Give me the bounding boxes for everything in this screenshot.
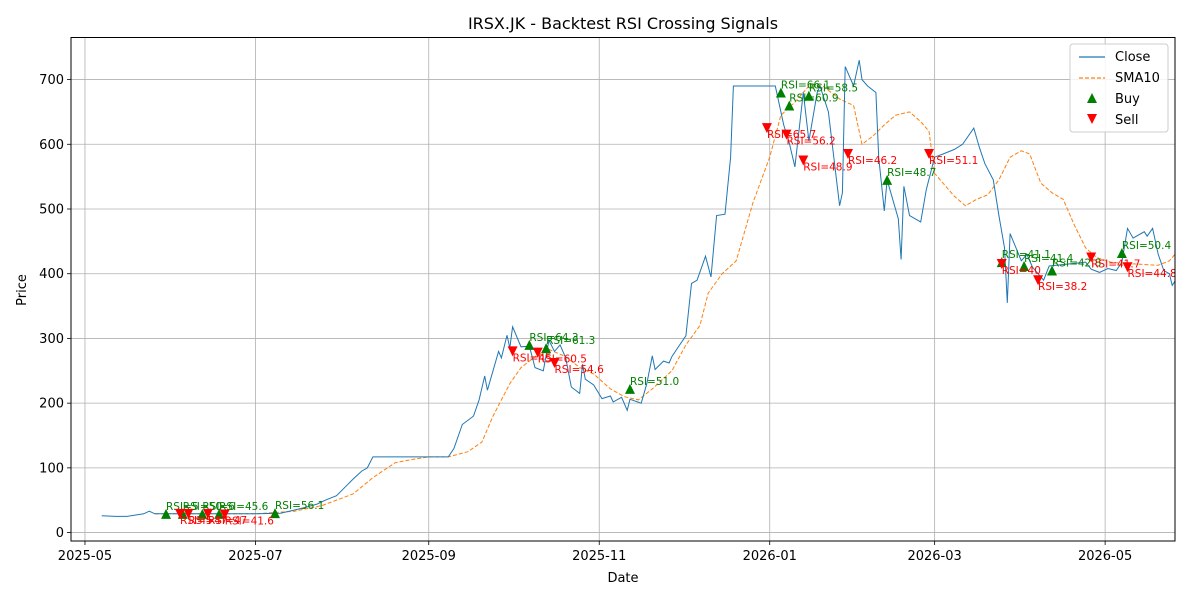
sell-signal-label: RSI=56.2 [787,136,836,148]
sell-signal-label: RSI=46.2 [848,155,897,167]
legend-sell-marker [1087,114,1097,124]
close-price-line [101,60,1175,517]
x-tick-label: 2025-07 [228,549,282,564]
buy-signal-marker [803,90,814,101]
sell-signal-label: RSI=51.1 [929,155,978,167]
sell-signal-marker [996,259,1007,270]
sell-signal-marker [842,148,853,159]
legend: Close SMA10 Buy Sell [1069,43,1169,133]
x-tick-label: 2025-09 [402,549,456,564]
sell-signal-label: RSI=65.7 [767,129,816,141]
buy-signal-label: RSI=45.6 [219,501,269,513]
sell-signal-marker [219,509,230,520]
y-tick-label: 100 [39,461,64,476]
sell-signal-label: RSI=47 [188,515,227,527]
sell-signal-marker [1122,262,1133,273]
y-tick-label: 700 [39,73,64,88]
y-tick-label: 400 [39,267,64,282]
sell-signal-label: RSI=41.6 [225,515,275,527]
sell-signal-label: RSI=60.5 [538,354,587,366]
x-axis-ticks: 2025-05 2025-07 2025-09 2025-11 2026-01 2026-… [58,541,1132,564]
buy-signal-marker [197,508,208,519]
buy-signal-marker [270,508,281,519]
y-tick-label: 500 [39,203,64,218]
chart-title: IRSX.JK - Backtest RSI Crossing Signals [468,14,778,33]
buy-signal-label: RSI=41.4 [1024,253,1074,265]
x-tick-label: 2026-05 [1078,549,1132,564]
buy-signal-marker [524,339,535,350]
y-tick-label: 600 [39,138,64,153]
buy-signal-label: RSI=6 [202,501,235,513]
sell-signal-marker [781,129,792,140]
sell-signal-label: RSI=54.6 [555,364,605,376]
buy-signal-label: RSI=56.1 [275,500,324,512]
buy-signal-label: RSI=66.1 [781,80,830,92]
sell-signal-label: RSI=48.9 [803,161,852,173]
buy-signal-marker [161,508,172,519]
buy-signal-marker [784,100,795,111]
buy-signal-label: RSI=48.7 [887,167,936,179]
sell-signal-label: RSI=47 [208,515,247,527]
legend-sma-label: SMA10 [1115,71,1160,86]
y-tick-label: 300 [39,332,64,347]
plot-frame [70,37,1176,542]
buy-signal-marker [214,508,225,519]
buy-signal-marker [1047,265,1058,276]
sell-signal-marker [175,508,186,519]
legend-sell-label: Sell [1115,113,1138,128]
buy-signal-marker [775,87,786,98]
buy-signal-label: RSI=50 [183,501,222,513]
y-tick-label: 0 [56,526,64,541]
y-axis-ticks: 0 100 200 300 400 500 600 700 [39,73,71,541]
x-tick-label: 2025-05 [58,549,112,564]
buy-signal-label: RSI=51.0 [630,376,679,388]
x-tick-label: 2025-11 [572,549,626,564]
buy-signal-label: RSI=5 [166,501,199,513]
legend-box [1069,43,1169,133]
sma10-line [154,85,1175,515]
sell-signal-marker [549,358,560,369]
sell-signal-label: RSI=45 [513,352,552,364]
buy-signal-marker [1019,260,1030,271]
sell-signal-marker [1033,275,1044,286]
sell-signal-marker [507,346,518,357]
x-axis-label: Date [607,571,638,586]
sell-signal-label: RSI=38.2 [1038,281,1087,293]
buy-signal-marker [541,343,552,354]
buy-signal-label: RSI=64.3 [529,332,578,344]
buy-signal-marker [882,174,893,185]
grid [71,37,1175,541]
buy-signal-label: RSI=42.8 [1052,257,1101,269]
sell-signal-marker [202,508,213,519]
sell-signal-marker [532,347,543,358]
sell-signal-marker [798,155,809,166]
sell-signal-marker [183,508,194,519]
sell-signal-label: RSI=40 [1002,265,1041,277]
sell-signal-marker [924,148,935,159]
y-axis-label: Price [15,274,30,306]
buy-signal-label: RSI=58.5 [809,83,858,95]
buy-signal-label: RSI=50.4 [1122,240,1172,252]
buy-signal-label: RSI=41.1 [1002,249,1051,261]
buy-signal-label: RSI=61.3 [546,335,595,347]
legend-close-label: Close [1115,50,1150,65]
y-tick-label: 200 [39,397,64,412]
legend-buy-marker [1087,93,1097,103]
buy-signal-marker [1116,248,1127,259]
legend-buy-label: Buy [1115,92,1140,107]
sell-signal-marker [1086,252,1097,263]
buy-signal-marker [624,383,635,394]
buy-signal-label: RSI=60.9 [789,92,838,104]
sell-signal-marker [761,123,772,134]
sell-signal-label: RSI=44.8 [1127,268,1176,280]
x-tick-label: 2026-01 [743,549,797,564]
x-tick-label: 2026-03 [907,549,961,564]
